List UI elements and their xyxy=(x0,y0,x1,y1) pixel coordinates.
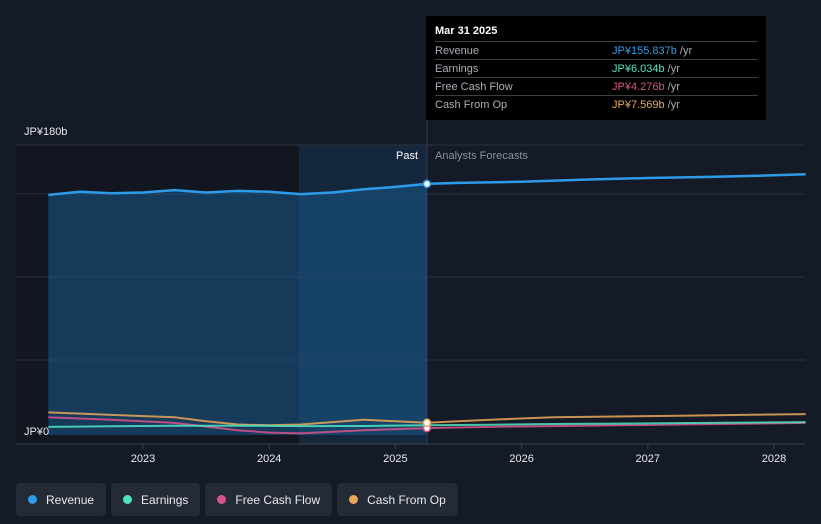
forecast-region-label: Analysts Forecasts xyxy=(435,150,528,162)
x-tick-label: 2025 xyxy=(383,453,407,465)
tooltip-unit: /yr xyxy=(667,98,680,111)
tooltip-label: Earnings xyxy=(435,62,479,75)
legend-dot-icon xyxy=(28,495,37,504)
x-tick-label: 2026 xyxy=(509,453,533,465)
x-tick-label: 2024 xyxy=(257,453,281,465)
tooltip-label: Cash From Op xyxy=(435,98,508,111)
legend-item-revenue[interactable]: Revenue xyxy=(16,483,107,516)
legend-label: Free Cash Flow xyxy=(235,492,321,507)
x-tick-label: 2027 xyxy=(636,453,660,465)
x-tick-label: 2023 xyxy=(131,453,155,465)
x-tick-label: 2028 xyxy=(762,453,786,465)
tooltip-value: JP¥6.034b xyxy=(612,62,665,75)
tooltip-row-earnings: Earnings JP¥6.034b /yr xyxy=(435,59,758,77)
tooltip-value: JP¥4.276b xyxy=(612,80,665,93)
tooltip-value: JP¥7.569b xyxy=(612,98,665,111)
y-axis-top-label: JP¥180b xyxy=(24,126,68,138)
legend-item-earnings[interactable]: Earnings xyxy=(111,483,201,516)
cash-from-op-marker xyxy=(422,418,432,428)
tooltip-value: JP¥155.837b xyxy=(612,44,677,57)
legend-dot-icon xyxy=(217,495,227,504)
tooltip-unit: /yr xyxy=(667,80,680,93)
legend-item-cash-from-op[interactable]: Cash From Op xyxy=(337,483,458,516)
free-cash-flow-line xyxy=(48,416,806,435)
tooltip-label: Revenue xyxy=(435,44,480,57)
legend-dot-icon xyxy=(349,495,359,504)
tooltip-row-revenue: Revenue JP¥155.837b /yr xyxy=(435,41,758,59)
tooltip-unit: /yr xyxy=(667,62,680,75)
revenue-marker xyxy=(422,179,432,189)
y-axis-bottom-label: JP¥0 xyxy=(24,426,50,438)
legend-item-free-cash-flow[interactable]: Free Cash Flow xyxy=(205,483,333,516)
tooltip-label: Free Cash Flow xyxy=(435,80,513,93)
legend-dot-icon xyxy=(123,495,133,504)
tooltip-unit: /yr xyxy=(679,44,693,57)
tooltip-date: Mar 31 2025 xyxy=(435,25,498,37)
cash-from-op-line xyxy=(48,411,806,427)
revenue-area xyxy=(48,183,427,435)
past-region-label: Past xyxy=(396,150,419,162)
tooltip-row-cash-from-op: Cash From Op JP¥7.569b /yr xyxy=(435,95,758,113)
revenue-line xyxy=(48,173,806,197)
data-tooltip: Mar 31 2025 Revenue JP¥155.837b /yr Earn… xyxy=(426,16,766,120)
legend-label: Earnings xyxy=(141,492,189,507)
legend-label: Revenue xyxy=(46,492,95,507)
tooltip-row-free-cash-flow: Free Cash Flow JP¥4.276b /yr xyxy=(435,77,758,95)
chart-legend: Revenue Earnings Free Cash Flow Cash Fro… xyxy=(16,483,458,516)
legend-label: Cash From Op xyxy=(367,492,446,507)
